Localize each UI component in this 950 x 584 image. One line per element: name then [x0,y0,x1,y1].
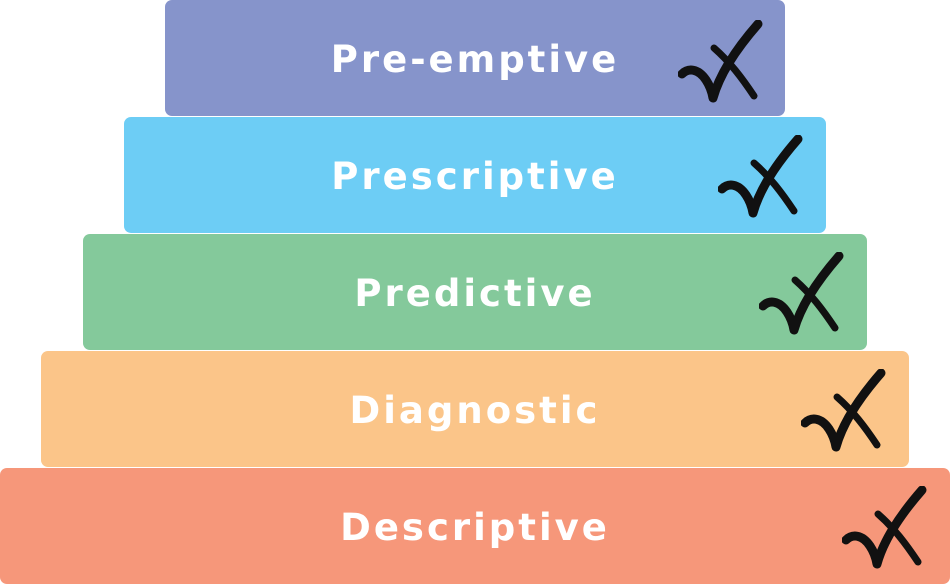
tier-pre-emptive: Pre-emptive [165,0,785,116]
check-icon [801,369,887,453]
tier-prescriptive: Prescriptive [124,117,826,233]
tier-label: Predictive [354,271,596,315]
tier-predictive: Predictive [83,234,867,350]
tier-label: Descriptive [340,505,610,549]
check-icon [759,252,845,336]
check-icon [842,486,928,570]
check-icon [678,20,764,104]
tier-descriptive: Descriptive [0,468,950,584]
tier-label: Diagnostic [349,388,601,432]
tier-label: Prescriptive [331,154,619,198]
tier-diagnostic: Diagnostic [41,351,909,467]
tier-label: Pre-emptive [330,37,620,81]
check-icon [718,135,804,219]
